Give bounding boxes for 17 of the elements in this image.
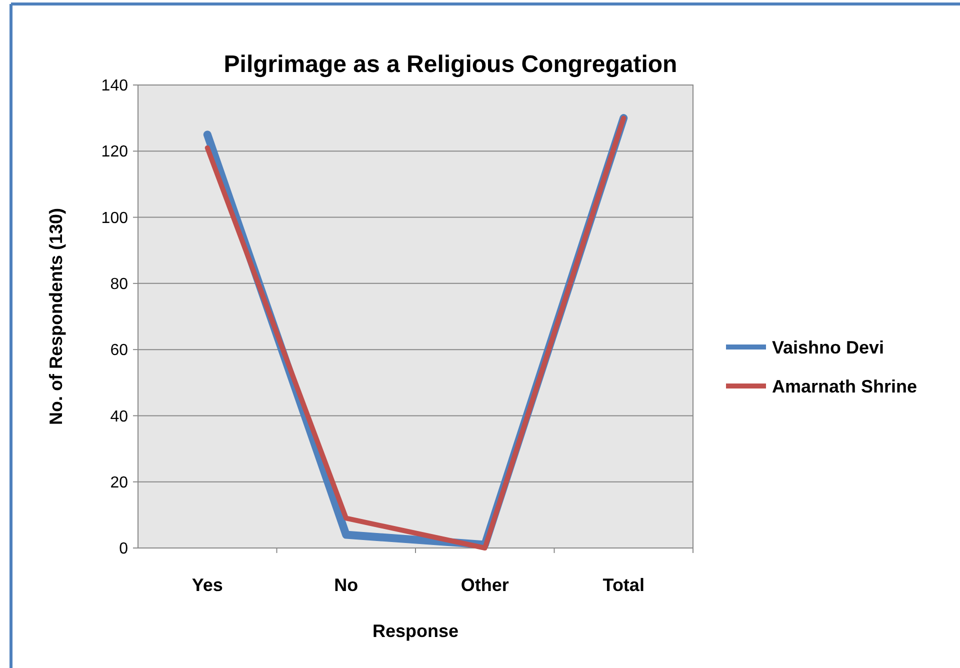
legend-label: Amarnath Shrine: [772, 376, 918, 396]
y-tick-label: 140: [101, 78, 128, 95]
y-tick-label: 120: [101, 144, 128, 161]
y-tick-label: 40: [110, 408, 128, 426]
x-tick-label: No: [334, 575, 358, 595]
x-axis-title: Response: [372, 621, 459, 641]
y-tick-label: 60: [110, 342, 128, 360]
y-tick-label: 100: [101, 210, 128, 227]
chart-title: Pilgrimage as a Religious Congregation: [224, 51, 678, 78]
x-tick-label: Total: [602, 575, 644, 595]
x-tick-label: Yes: [192, 575, 223, 595]
legend-label: Vaishno Devi: [772, 337, 884, 358]
y-tick-label: 0: [119, 540, 128, 558]
y-tick-label: 80: [110, 276, 128, 294]
x-tick-label: Other: [460, 575, 509, 595]
y-tick-label: 20: [110, 474, 128, 492]
y-axis-title: No. of Respondents (130): [46, 208, 66, 426]
